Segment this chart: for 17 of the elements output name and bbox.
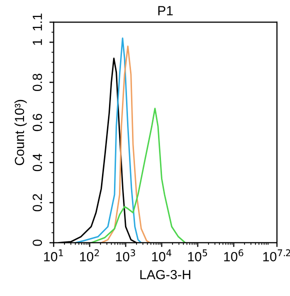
x-tick-label: 10$^{5}$ — [188, 249, 208, 262]
x-tick-label: 10$^{3}$ — [116, 249, 136, 262]
y-tick-label: 1.1 — [32, 14, 42, 30]
x-tick-label: 10$^{7.2}$ — [263, 249, 290, 262]
y-tick-label: 0.2 — [32, 194, 42, 212]
x-tick-label: 10$^{6}$ — [224, 249, 244, 262]
x-axis-title: LAG-3-H — [140, 270, 190, 280]
y-tick-label: 1 — [32, 39, 42, 45]
x-tick-label: 10$^{2}$ — [80, 249, 99, 262]
y-tick-label: 0.4 — [32, 154, 42, 172]
y-tick-label: 0.6 — [32, 114, 42, 132]
y-axis-title: Count (10³) — [14, 100, 27, 166]
x-tick-label: 10$^{1}$ — [44, 249, 63, 262]
x-tick-label: 10$^{4}$ — [152, 249, 172, 262]
chart-title: P1 — [158, 6, 173, 16]
y-tick-label: 0.8 — [32, 74, 42, 91]
y-tick-label: 0 — [32, 240, 42, 246]
